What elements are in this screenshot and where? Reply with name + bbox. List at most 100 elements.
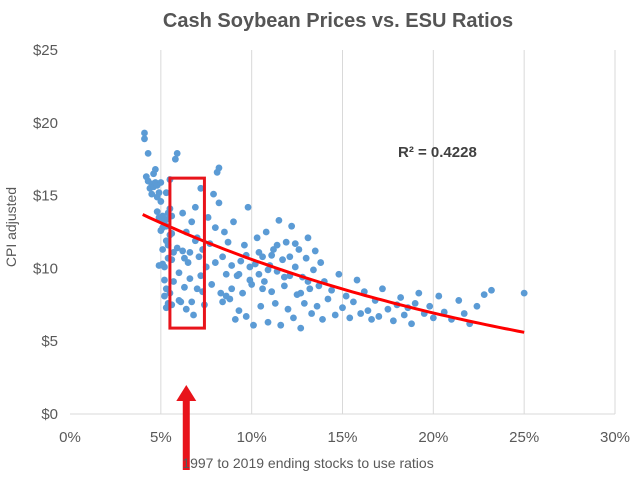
data-point xyxy=(219,253,227,261)
data-point xyxy=(219,298,227,306)
data-point xyxy=(250,321,257,329)
data-point xyxy=(268,251,276,259)
y-tick-labels: $0 $5 $10 $15 $20 $25 xyxy=(33,42,58,423)
data-point xyxy=(246,263,254,271)
data-point xyxy=(235,307,243,315)
data-point xyxy=(170,278,177,285)
data-point xyxy=(426,302,434,310)
data-point xyxy=(280,282,288,290)
data-point xyxy=(241,241,248,249)
data-point xyxy=(204,214,212,221)
data-point xyxy=(197,184,205,192)
data-point xyxy=(222,270,230,278)
data-point xyxy=(162,189,170,197)
data-point xyxy=(308,310,316,317)
data-point xyxy=(286,253,294,261)
data-point xyxy=(182,305,190,313)
data-point xyxy=(222,292,230,300)
highlight-box xyxy=(168,176,206,330)
y-tick-label: $5 xyxy=(41,333,58,350)
data-point xyxy=(153,208,161,216)
data-point xyxy=(304,234,312,242)
data-point xyxy=(195,253,203,261)
data-point xyxy=(520,289,528,297)
data-point xyxy=(279,256,286,264)
data-point xyxy=(260,278,268,285)
data-point xyxy=(173,149,181,157)
data-point xyxy=(411,299,419,307)
y-tick-label: $25 xyxy=(33,42,58,59)
data-point xyxy=(295,246,303,253)
data-point xyxy=(480,291,488,299)
data-point xyxy=(197,272,205,280)
data-point xyxy=(297,289,305,297)
data-point xyxy=(237,257,245,265)
gridlines xyxy=(160,50,616,414)
data-point xyxy=(302,254,310,262)
data-point xyxy=(331,311,339,319)
data-point xyxy=(179,247,187,255)
data-point xyxy=(315,282,323,290)
x-tick-label: 10% xyxy=(237,429,267,446)
data-point xyxy=(228,285,236,293)
data-point xyxy=(215,164,223,172)
data-point xyxy=(460,310,468,317)
data-point xyxy=(364,307,372,315)
data-point xyxy=(181,283,188,291)
data-point xyxy=(141,135,148,143)
data-point xyxy=(184,259,192,266)
data-point xyxy=(264,318,272,326)
data-point xyxy=(157,179,165,186)
data-point xyxy=(368,315,375,323)
data-point xyxy=(375,313,383,320)
data-point xyxy=(151,165,159,173)
data-point xyxy=(155,262,163,269)
data-point xyxy=(255,270,263,278)
data-point xyxy=(262,228,270,236)
data-point xyxy=(284,305,292,313)
data-point xyxy=(328,286,335,294)
data-point xyxy=(310,266,317,274)
data-point xyxy=(188,298,196,306)
data-point xyxy=(277,321,285,329)
data-point xyxy=(235,270,243,278)
data-point xyxy=(408,320,415,328)
data-point xyxy=(257,302,265,310)
data-point xyxy=(171,155,179,163)
data-point xyxy=(339,304,346,312)
data-point xyxy=(264,266,272,274)
data-point xyxy=(186,275,194,282)
data-point xyxy=(357,310,365,317)
data-point xyxy=(215,199,223,207)
data-point xyxy=(217,289,225,297)
data-point xyxy=(221,228,228,236)
data-point xyxy=(230,218,237,226)
data-point xyxy=(389,317,397,325)
data-point xyxy=(379,285,386,293)
data-point xyxy=(282,238,290,246)
data-point xyxy=(317,259,325,266)
data-point xyxy=(313,302,321,310)
data-point xyxy=(175,269,183,277)
data-point xyxy=(311,247,319,255)
data-point xyxy=(435,292,443,300)
data-point xyxy=(291,263,299,271)
data-point xyxy=(224,238,232,246)
data-point xyxy=(384,305,392,313)
y-tick-label: $10 xyxy=(33,260,58,277)
data-point xyxy=(155,189,163,197)
data-point xyxy=(297,324,305,332)
x-tick-label: 25% xyxy=(509,429,539,446)
data-point xyxy=(268,288,276,296)
arrow-shaft xyxy=(182,399,190,470)
data-point xyxy=(271,299,279,307)
data-point xyxy=(162,237,170,245)
x-tick-label: 0% xyxy=(59,429,81,446)
data-point xyxy=(288,222,296,230)
x-tick-label: 5% xyxy=(150,429,172,446)
data-point xyxy=(353,276,361,284)
data-point xyxy=(397,294,405,301)
y-tick-label: $15 xyxy=(33,188,58,205)
data-point xyxy=(319,315,326,323)
